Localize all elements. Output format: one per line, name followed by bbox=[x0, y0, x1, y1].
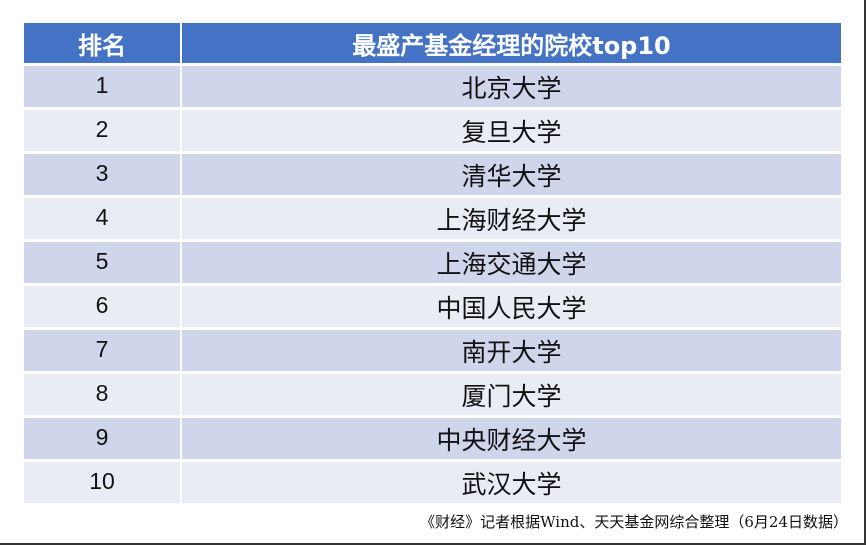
rank-cell: 10 bbox=[24, 462, 180, 503]
table-row: 5 上海交通大学 bbox=[24, 242, 841, 283]
rank-cell: 3 bbox=[24, 154, 180, 195]
rank-cell: 8 bbox=[24, 374, 180, 415]
rank-cell: 5 bbox=[24, 242, 180, 283]
school-cell: 南开大学 bbox=[182, 330, 841, 371]
table-row: 3 清华大学 bbox=[24, 154, 841, 195]
rank-cell: 9 bbox=[24, 418, 180, 459]
school-cell: 北京大学 bbox=[182, 66, 841, 107]
school-cell: 上海财经大学 bbox=[182, 198, 841, 239]
table-row: 7 南开大学 bbox=[24, 330, 841, 371]
table-row: 6 中国人民大学 bbox=[24, 286, 841, 327]
table-row: 8 厦门大学 bbox=[24, 374, 841, 415]
header-row: 排名 最盛产基金经理的院校top10 bbox=[24, 23, 841, 63]
rank-cell: 7 bbox=[24, 330, 180, 371]
table-row: 2 复旦大学 bbox=[24, 110, 841, 151]
school-cell: 上海交通大学 bbox=[182, 242, 841, 283]
rank-cell: 4 bbox=[24, 198, 180, 239]
rank-cell: 6 bbox=[24, 286, 180, 327]
school-cell: 厦门大学 bbox=[182, 374, 841, 415]
school-cell: 中国人民大学 bbox=[182, 286, 841, 327]
rank-cell: 1 bbox=[24, 66, 180, 107]
rank-cell: 2 bbox=[24, 110, 180, 151]
school-cell: 清华大学 bbox=[182, 154, 841, 195]
school-cell: 复旦大学 bbox=[182, 110, 841, 151]
table-row: 9 中央财经大学 bbox=[24, 418, 841, 459]
ranking-table: 排名 最盛产基金经理的院校top10 1 北京大学 2 复旦大学 3 清华大学 4 上海财经大… bbox=[22, 20, 843, 506]
table-row: 10 武汉大学 bbox=[24, 462, 841, 503]
school-cell: 中央财经大学 bbox=[182, 418, 841, 459]
school-cell: 武汉大学 bbox=[182, 462, 841, 503]
table-row: 1 北京大学 bbox=[24, 66, 841, 107]
table-row: 4 上海财经大学 bbox=[24, 198, 841, 239]
header-school: 最盛产基金经理的院校top10 bbox=[182, 23, 841, 63]
source-caption: 《财经》记者根据Wind、天天基金网综合整理（6月24日数据） bbox=[420, 513, 848, 531]
header-rank: 排名 bbox=[24, 23, 180, 63]
